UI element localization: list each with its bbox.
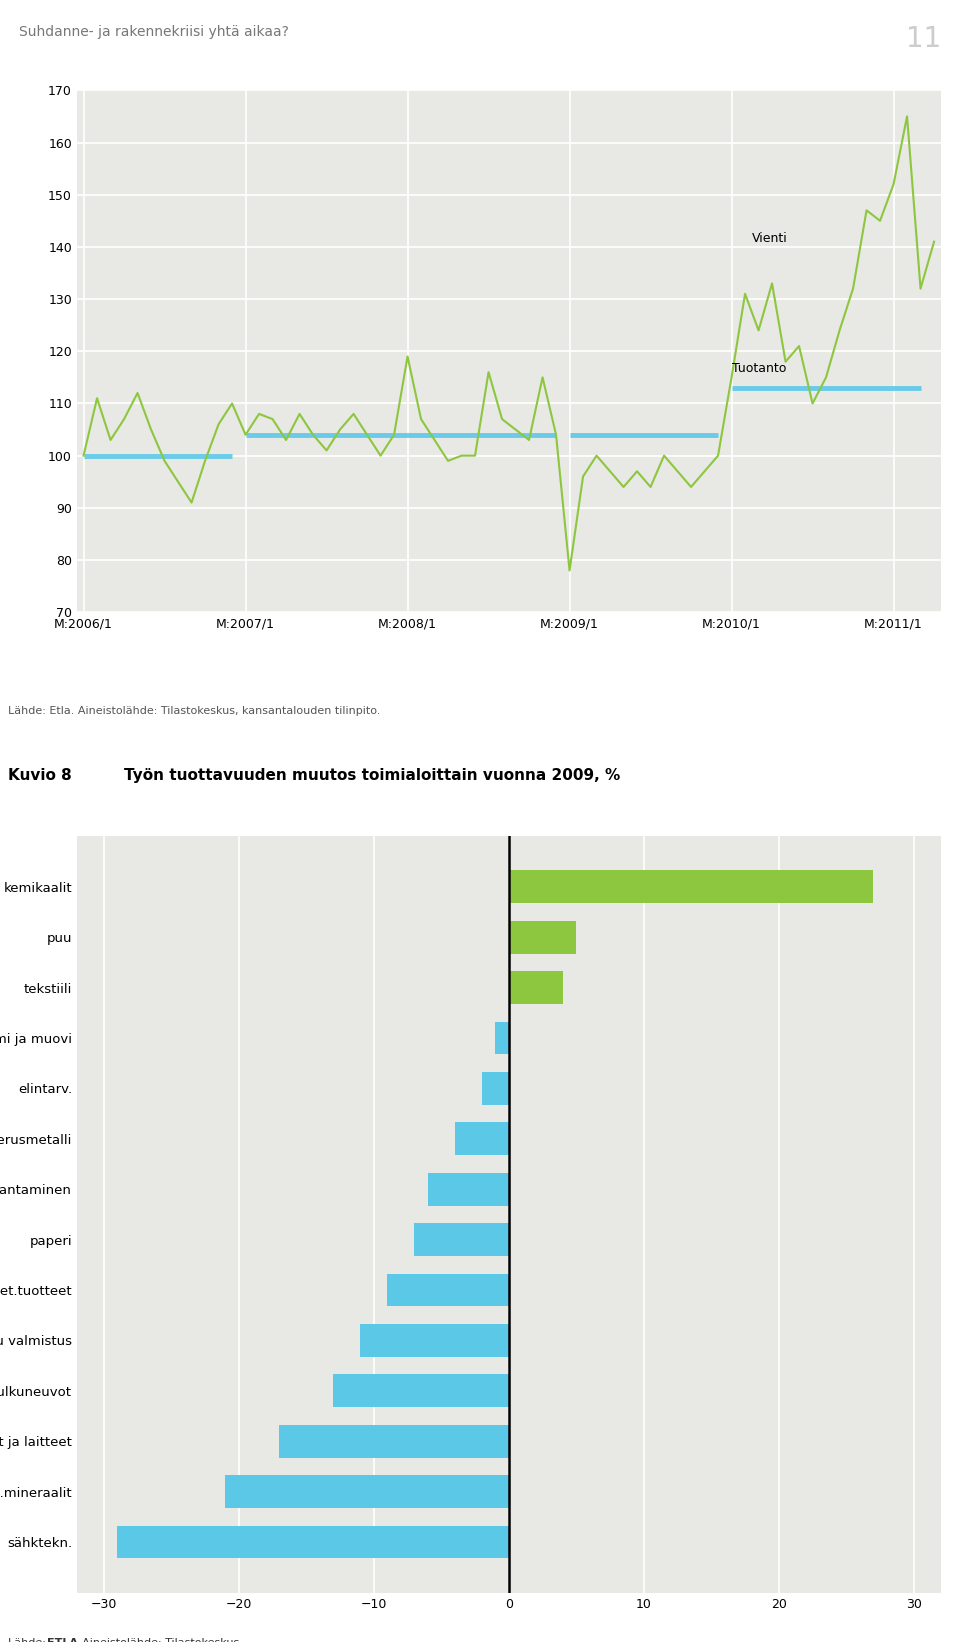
Text: 11: 11: [905, 25, 941, 53]
Bar: [509, 921, 576, 954]
Text: . Aineistolähde: Tilastokeskus.: . Aineistolähde: Tilastokeskus.: [75, 1639, 243, 1642]
Text: Tuotanto: Tuotanto: [732, 363, 786, 374]
Text: Suhdanne- ja rakennekriisi yhtä aikaa?: Suhdanne- ja rakennekriisi yhtä aikaa?: [19, 25, 289, 39]
Text: Kuvio 8: Kuvio 8: [8, 768, 71, 783]
Bar: [455, 1123, 509, 1154]
Text: Vienti: Vienti: [752, 232, 787, 245]
Text: Lähde:: Lähde:: [8, 1639, 49, 1642]
Text: Työn tuottavuuden muutos toimialoittain vuonna 2009, %: Työn tuottavuuden muutos toimialoittain …: [125, 768, 620, 783]
Bar: [117, 1525, 509, 1558]
Bar: [387, 1274, 509, 1307]
Bar: [495, 1021, 509, 1054]
Bar: [360, 1323, 509, 1356]
Bar: [333, 1374, 509, 1407]
Bar: [482, 1072, 509, 1105]
Text: ETLA: ETLA: [46, 1639, 78, 1642]
Bar: [509, 970, 563, 1003]
Bar: [226, 1475, 509, 1507]
Bar: [415, 1223, 509, 1256]
Bar: [428, 1172, 509, 1205]
Bar: [509, 870, 874, 903]
Text: Lähde: Etla. Aineistolähde: Tilastokeskus, kansantalouden tilinpito.: Lähde: Etla. Aineistolähde: Tilastokesku…: [8, 706, 380, 716]
Bar: [279, 1425, 509, 1458]
